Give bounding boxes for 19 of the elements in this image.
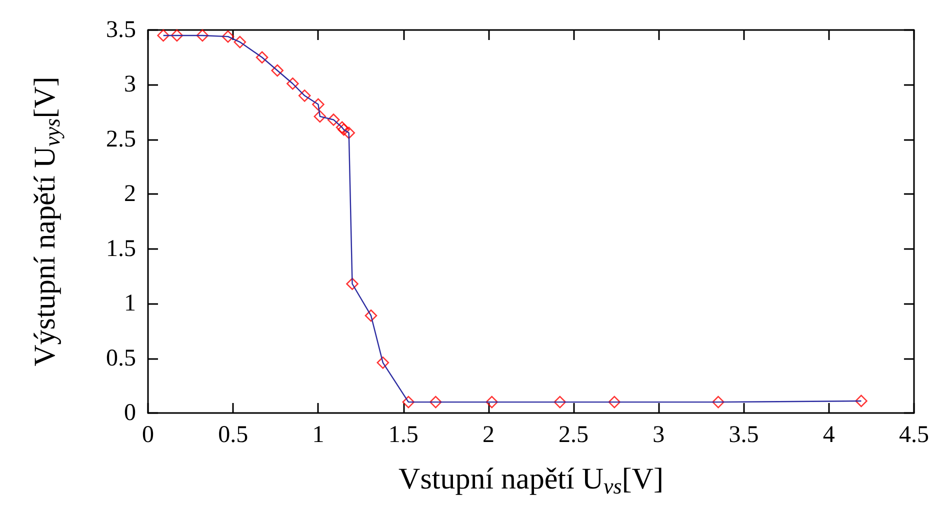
x-tick-label: 3.5 xyxy=(728,422,759,448)
x-tick-label: 0 xyxy=(142,422,154,448)
y-axis-title: Výstupní napětí Uvys[V] xyxy=(28,76,64,366)
x-tick-label: 4 xyxy=(822,422,835,448)
x-tick-label: 0.5 xyxy=(218,422,248,448)
y-tick-label: 1 xyxy=(124,290,136,317)
y-tick-label: 0 xyxy=(124,400,136,426)
x-tick-label: 3 xyxy=(652,422,665,448)
y-tick-label: 3 xyxy=(124,72,136,98)
y-tick-label: 1.5 xyxy=(106,236,136,262)
x-tick-label: 1.5 xyxy=(388,422,418,448)
y-tick-label: 0.5 xyxy=(106,345,136,372)
x-tick-label: 2 xyxy=(482,422,494,448)
y-tick-label: 3.5 xyxy=(106,17,136,43)
x-tick-label: 2.5 xyxy=(558,422,589,448)
x-tick-label: 4.5 xyxy=(899,422,929,448)
x-tick-label: 1 xyxy=(312,422,324,448)
y-tick-label: 2.5 xyxy=(106,126,136,152)
y-tick-label: 2 xyxy=(124,181,136,208)
